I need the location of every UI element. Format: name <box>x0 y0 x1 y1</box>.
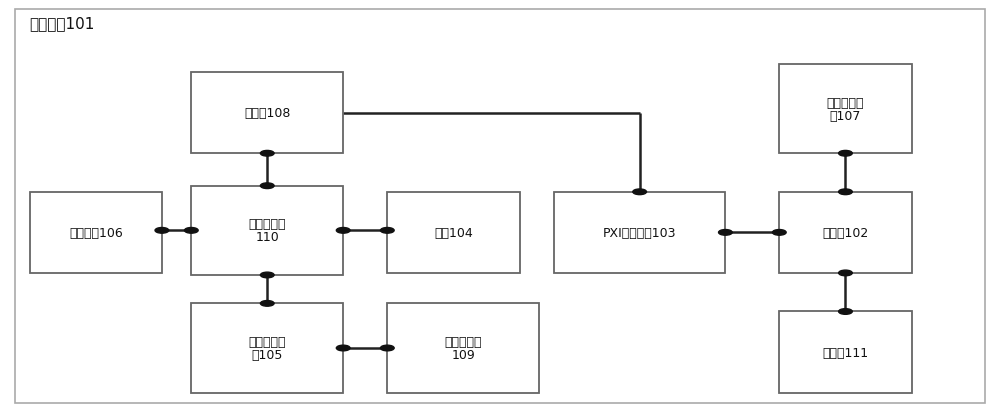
Text: PXI测试系统103: PXI测试系统103 <box>603 226 676 239</box>
Circle shape <box>839 190 852 195</box>
Bar <box>387 304 539 393</box>
Text: 板件104: 板件104 <box>434 226 473 239</box>
Circle shape <box>260 183 274 189</box>
Bar <box>30 192 162 273</box>
Circle shape <box>719 230 732 236</box>
Bar <box>554 192 725 273</box>
Circle shape <box>260 301 274 306</box>
Text: 源105: 源105 <box>252 348 283 361</box>
Circle shape <box>260 273 274 278</box>
Text: 109: 109 <box>451 348 475 361</box>
Bar <box>779 65 912 154</box>
Circle shape <box>184 228 198 234</box>
Text: 110: 110 <box>255 231 279 244</box>
Text: 背板适配器: 背板适配器 <box>248 218 286 231</box>
Text: 打印机111: 打印机111 <box>822 346 869 359</box>
Text: 上位机102: 上位机102 <box>822 226 869 239</box>
Bar <box>191 186 343 275</box>
Bar <box>191 304 343 393</box>
Circle shape <box>380 345 394 351</box>
Circle shape <box>380 228 394 234</box>
Text: 不间断电源: 不间断电源 <box>444 335 482 348</box>
Bar <box>387 192 520 273</box>
Circle shape <box>260 151 274 157</box>
Text: 拷机机柜101: 拷机机柜101 <box>30 16 95 31</box>
Circle shape <box>839 271 852 276</box>
Text: 人机交互界: 人机交互界 <box>827 96 864 109</box>
Bar <box>779 312 912 393</box>
Circle shape <box>336 228 350 234</box>
Text: 面107: 面107 <box>830 109 861 122</box>
Bar <box>191 73 343 154</box>
Text: 板件机笼106: 板件机笼106 <box>69 226 123 239</box>
Bar <box>779 192 912 273</box>
Circle shape <box>155 228 169 234</box>
Circle shape <box>336 345 350 351</box>
Text: 板件供电电: 板件供电电 <box>248 335 286 348</box>
Text: 隔离器108: 隔离器108 <box>244 107 290 120</box>
Circle shape <box>839 309 852 315</box>
Circle shape <box>633 190 647 195</box>
Circle shape <box>772 230 786 236</box>
Circle shape <box>839 151 852 157</box>
